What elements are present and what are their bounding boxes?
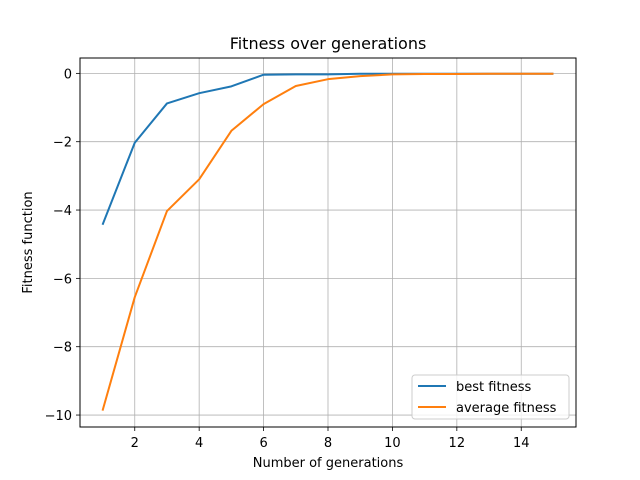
y-tick-label: 0 (64, 67, 72, 82)
y-tick-label: −4 (53, 204, 72, 219)
legend-label-best-fitness: best fitness (456, 380, 532, 395)
x-tick-label: 4 (195, 436, 203, 451)
legend-label-average-fitness: average fitness (456, 401, 557, 416)
x-axis-ticks: 2 4 6 8 10 12 14 (131, 427, 530, 451)
y-axis-label: Fitness function (21, 191, 36, 293)
x-tick-label: 12 (449, 436, 466, 451)
x-tick-label: 14 (513, 436, 530, 451)
grid (80, 58, 576, 427)
series-lines (101, 72, 554, 411)
legend-box (411, 374, 570, 420)
x-tick-label: 2 (131, 436, 139, 451)
x-tick-label: 8 (324, 436, 332, 451)
legend: best fitness average fitness (411, 374, 570, 420)
x-axis-label: Number of generations (253, 456, 404, 471)
y-axis-ticks: 0 −2 −4 −6 −8 −10 (45, 67, 80, 424)
y-tick-label: −2 (53, 136, 72, 151)
y-tick-label: −8 (53, 341, 72, 356)
y-tick-label: −10 (45, 409, 72, 424)
y-tick-label: −6 (53, 272, 72, 287)
chart-title: Fitness over generations (230, 34, 427, 53)
x-tick-label: 6 (259, 436, 267, 451)
series-line-average-fitness (101, 72, 554, 411)
x-tick-label: 10 (384, 436, 401, 451)
